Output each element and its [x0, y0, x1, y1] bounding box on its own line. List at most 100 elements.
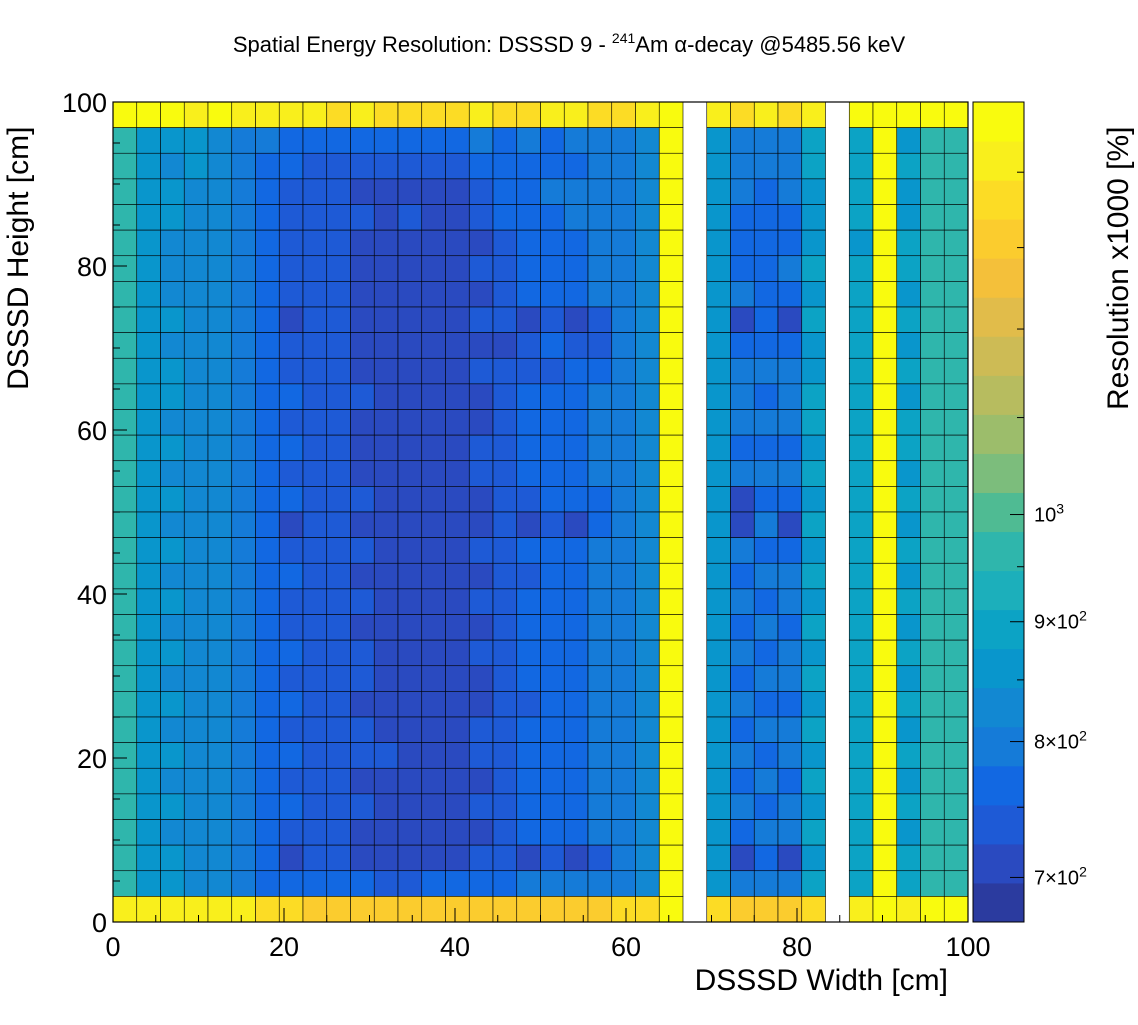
heatmap-cell — [421, 178, 446, 205]
heatmap-cell — [516, 383, 541, 410]
heatmap-cell — [848, 383, 874, 410]
heatmap-cell — [183, 255, 209, 282]
heatmap-cell — [207, 255, 233, 282]
heatmap-cell — [421, 665, 446, 692]
heatmap-cell — [492, 204, 518, 231]
heatmap-cell — [920, 665, 945, 692]
heatmap-cell — [397, 767, 423, 795]
heatmap-cell — [516, 332, 541, 359]
heatmap-cell — [563, 742, 589, 769]
heatmap-cell — [635, 383, 660, 410]
heatmap-cell — [896, 844, 921, 872]
heatmap-cell — [611, 870, 636, 897]
heatmap-cell — [112, 357, 138, 385]
x-tick-label: 80 — [782, 932, 812, 962]
heatmap-cell — [801, 486, 826, 513]
heatmap-cell — [445, 332, 470, 359]
heatmap-cell — [373, 178, 399, 205]
heatmap-cell — [706, 691, 731, 718]
heatmap-cell — [777, 767, 803, 795]
heatmap-cell — [278, 486, 304, 513]
heatmap-cell — [801, 332, 826, 359]
heatmap-cell — [468, 562, 494, 590]
heatmap-cell — [920, 716, 945, 743]
heatmap-cell — [136, 588, 161, 615]
heatmap-cell — [373, 844, 399, 872]
heatmap-cell — [397, 665, 423, 692]
heatmap-cell — [777, 229, 803, 257]
heatmap-cell — [943, 793, 969, 820]
heatmap-cell — [468, 844, 494, 872]
heatmap-cell — [516, 716, 541, 743]
heatmap-cell — [730, 562, 755, 590]
heatmap-cell — [445, 665, 470, 692]
heatmap-cell — [848, 639, 874, 667]
heatmap-cell — [920, 486, 945, 513]
heatmap-cell — [492, 306, 518, 333]
heatmap-cell — [635, 204, 660, 231]
heatmap-cell — [730, 152, 755, 180]
heatmap-cell — [231, 870, 256, 897]
heatmap-cell — [587, 409, 613, 436]
heatmap-cell — [516, 639, 541, 667]
heatmap-cell — [397, 460, 423, 487]
color-scale-segment — [973, 414, 1024, 454]
heatmap-cell — [896, 588, 921, 615]
heatmap-cell — [801, 819, 826, 846]
heatmap-cell — [468, 793, 494, 820]
heatmap-cell — [753, 178, 779, 205]
heatmap-cell — [136, 178, 161, 205]
heatmap-cell — [492, 178, 518, 205]
heatmap-cell — [231, 255, 256, 282]
heatmap-cell — [160, 255, 185, 282]
heatmap-cell — [350, 870, 375, 897]
heatmap-cell — [801, 383, 826, 410]
x-axis-label: DSSSD Width [cm] — [695, 964, 948, 997]
heatmap-cell — [492, 819, 518, 846]
heatmap-cell — [445, 742, 470, 769]
heatmap-cell — [302, 716, 328, 743]
heatmap-cell — [658, 460, 684, 487]
heatmap-cell — [397, 742, 423, 769]
heatmap-cell — [373, 691, 399, 718]
heatmap-cell — [421, 204, 446, 231]
heatmap-cell — [468, 383, 494, 410]
heatmap-cell — [255, 332, 280, 359]
heatmap-cell — [445, 639, 470, 667]
heatmap-cell — [326, 511, 351, 538]
heatmap-cell — [350, 844, 375, 872]
heatmap-cell — [848, 767, 874, 795]
heatmap-cell — [183, 767, 209, 795]
heatmap-cell — [872, 742, 898, 769]
heatmap-cell — [302, 793, 328, 820]
heatmap-cell — [753, 562, 779, 590]
heatmap-cell — [136, 460, 161, 487]
heatmap-cell — [516, 101, 541, 128]
heatmap-cell — [421, 409, 446, 436]
heatmap-cell — [397, 639, 423, 667]
heatmap-cell — [611, 767, 636, 795]
heatmap-cell — [278, 742, 304, 769]
heatmap-cell — [302, 127, 328, 154]
heatmap-cell — [801, 357, 826, 385]
heatmap-cell — [160, 742, 185, 769]
heatmap-cell — [231, 819, 256, 846]
heatmap-cell — [373, 281, 399, 308]
heatmap-cell — [872, 665, 898, 692]
heatmap-cell — [801, 204, 826, 231]
heatmap-cell — [302, 383, 328, 410]
heatmap-cell — [421, 332, 446, 359]
y-tick-label: 20 — [77, 744, 107, 774]
heatmap-cell — [397, 537, 423, 564]
heatmap-cell — [872, 819, 898, 846]
color-scale-segment — [973, 765, 1024, 806]
heatmap-cell — [563, 614, 589, 641]
heatmap-cell — [872, 332, 898, 359]
heatmap-cell — [326, 178, 351, 205]
heatmap-cell — [635, 716, 660, 743]
heatmap-cell — [848, 127, 874, 154]
heatmap-cell — [611, 383, 636, 410]
heatmap-cell — [112, 434, 138, 462]
heatmap-cell — [872, 562, 898, 590]
heatmap-cell — [373, 588, 399, 615]
